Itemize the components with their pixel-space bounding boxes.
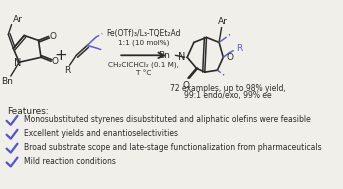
Text: Mild reaction conditions: Mild reaction conditions xyxy=(24,157,116,166)
Text: N: N xyxy=(178,52,186,62)
Text: Ar: Ar xyxy=(218,17,228,26)
Text: Bn: Bn xyxy=(158,51,169,60)
Text: Excellent yields and enantioselectivities: Excellent yields and enantioselectivitie… xyxy=(24,129,178,138)
Text: CH₂ClCHCl₂ (0.1 M),: CH₂ClCHCl₂ (0.1 M), xyxy=(108,62,179,68)
Text: O: O xyxy=(49,32,56,41)
Text: Fe(OTf)₃/L₃-TQEt₂Ad: Fe(OTf)₃/L₃-TQEt₂Ad xyxy=(106,29,181,38)
Text: O: O xyxy=(52,57,59,66)
Text: 99:1 endo/exo, 99% ee: 99:1 endo/exo, 99% ee xyxy=(184,91,271,101)
Text: Features:: Features: xyxy=(8,107,49,116)
Text: +: + xyxy=(55,48,68,63)
Text: O: O xyxy=(183,81,190,90)
Text: O: O xyxy=(226,53,234,62)
Text: Bn: Bn xyxy=(1,77,13,86)
Text: N: N xyxy=(14,58,21,68)
Text: 72 examples, up to 98% yield,: 72 examples, up to 98% yield, xyxy=(169,84,285,93)
Text: R: R xyxy=(236,44,243,53)
Text: T °C: T °C xyxy=(136,70,151,76)
Text: Monosubstituted styrenes disubstituted and aliphatic olefins were feasible: Monosubstituted styrenes disubstituted a… xyxy=(24,115,311,124)
Text: Ar: Ar xyxy=(13,15,23,24)
Text: 1:1 (10 mol%): 1:1 (10 mol%) xyxy=(118,39,169,46)
Text: R: R xyxy=(64,66,70,75)
Text: Broad substrate scope and late-stage functionalization from pharmaceuticals: Broad substrate scope and late-stage fun… xyxy=(24,143,322,152)
